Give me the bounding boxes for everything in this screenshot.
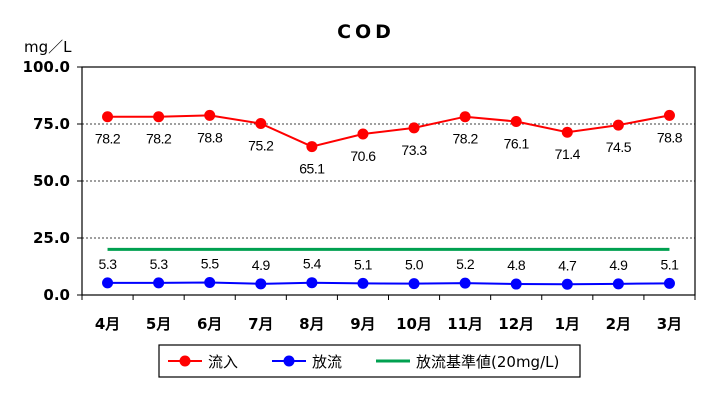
- data-point: [612, 278, 624, 290]
- y-tick-label: 75.0: [33, 115, 70, 133]
- data-point: [459, 111, 471, 123]
- data-label: 78.8: [657, 129, 683, 145]
- x-tick-label: 8月: [299, 315, 324, 333]
- x-tick-label: 2月: [606, 315, 631, 333]
- x-tick-label: 1月: [555, 315, 580, 333]
- data-point: [510, 115, 522, 127]
- data-point: [561, 278, 573, 290]
- data-label: 78.2: [146, 131, 172, 147]
- y-tick-label: 0.0: [43, 286, 70, 304]
- x-tick-label: 3月: [657, 315, 682, 333]
- plot-frame: [81, 66, 696, 296]
- data-point: [102, 111, 114, 123]
- data-label: 4.9: [609, 257, 628, 273]
- legend-box: [158, 344, 581, 378]
- series-line-inflow: [107, 114, 670, 148]
- data-label: 4.8: [507, 257, 526, 273]
- data-point: [459, 277, 471, 289]
- x-tick-label: 12月: [498, 315, 534, 333]
- legend-label: 流入: [208, 353, 238, 371]
- data-point: [153, 277, 165, 289]
- data-point: [306, 141, 318, 153]
- data-label: 5.3: [150, 256, 169, 272]
- data-point: [204, 109, 216, 121]
- x-tick-label: 5月: [146, 315, 171, 333]
- data-label: 78.2: [95, 131, 121, 147]
- data-point: [612, 119, 624, 131]
- data-point: [102, 277, 114, 289]
- legend-marker: [283, 355, 295, 367]
- data-label: 5.1: [354, 256, 373, 272]
- chart-title: COD: [337, 21, 395, 43]
- series-line-outflow: [107, 281, 670, 286]
- y-tick-label: 50.0: [33, 172, 70, 190]
- data-label: 5.4: [303, 256, 322, 272]
- x-tick-label: 4月: [95, 315, 120, 333]
- data-label: 71.4: [555, 146, 581, 162]
- data-point: [408, 122, 420, 134]
- data-label: 4.7: [558, 257, 577, 273]
- data-point: [510, 278, 522, 290]
- data-point: [306, 277, 318, 289]
- data-point: [255, 118, 267, 130]
- data-point: [663, 109, 675, 121]
- plot-area: 0.0 25.0 50.0 75.0 100.0 4月 5月 6月 7月 8月 9月 10月 11月 12…: [23, 58, 696, 333]
- data-label: 78.2: [453, 131, 479, 147]
- data-label: 5.3: [99, 256, 118, 272]
- data-point: [357, 277, 369, 289]
- legend-label: 放流: [312, 353, 342, 371]
- data-point: [408, 278, 420, 290]
- y-tick-label: 100.0: [23, 58, 70, 76]
- legend-label: 放流基準値(20mg/L): [416, 353, 559, 371]
- x-tick-label: 7月: [248, 315, 273, 333]
- x-tick-label: 9月: [350, 315, 375, 333]
- data-label: 76.1: [504, 135, 530, 151]
- data-label: 5.5: [201, 255, 220, 271]
- data-label: 5.1: [660, 256, 679, 272]
- x-tick-label: 6月: [197, 315, 222, 333]
- data-label: 74.5: [606, 139, 632, 155]
- data-point: [561, 126, 573, 138]
- data-label: 5.2: [456, 256, 475, 272]
- data-label: 73.3: [401, 142, 427, 158]
- data-label: 5.0: [405, 257, 424, 273]
- data-label: 4.9: [252, 257, 271, 273]
- data-point: [255, 278, 267, 290]
- x-tick-label: 11月: [447, 315, 483, 333]
- data-label: 70.6: [350, 148, 376, 164]
- legend-marker: [179, 355, 191, 367]
- legend: 流入 放流 放流基準値(20mg/L): [158, 344, 581, 378]
- data-label: 65.1: [299, 161, 325, 177]
- data-point: [357, 128, 369, 140]
- y-axis-unit: mg／L: [24, 38, 72, 56]
- data-point: [204, 276, 216, 288]
- data-label: 78.8: [197, 129, 223, 145]
- data-point: [153, 111, 165, 123]
- data-point: [663, 277, 675, 289]
- y-tick-label: 25.0: [33, 229, 70, 247]
- data-label: 75.2: [248, 138, 274, 154]
- x-tick-label: 10月: [396, 315, 432, 333]
